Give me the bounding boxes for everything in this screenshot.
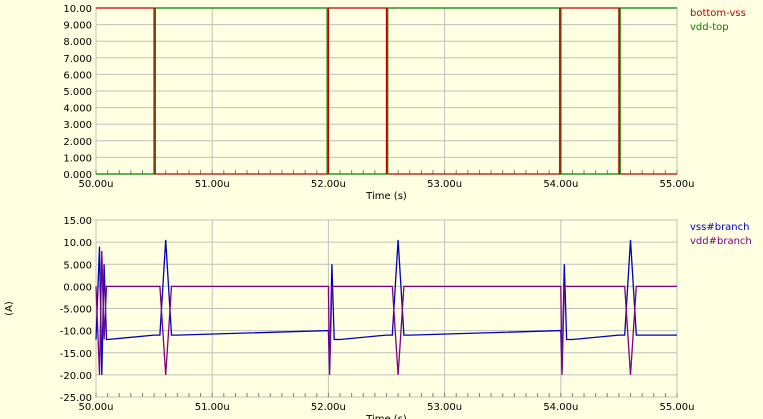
chart-panel-1: 0.000 1.000 2.000 3.000 4.000 5.000 6.000 7.000… xyxy=(63,4,746,202)
y-tick-label: 0.000 xyxy=(63,282,92,293)
x-tick-label: 51.00u xyxy=(195,179,230,190)
y-tick-label: 10.00 xyxy=(63,238,92,249)
y-tick-label: 6.000 xyxy=(63,70,92,81)
y-tick-label: -5.000 xyxy=(60,305,92,316)
y-tick-label: 0.000 xyxy=(63,170,92,181)
y-tick-label: -10.00 xyxy=(60,327,92,338)
x-tick-label: 52.00u xyxy=(311,179,346,190)
x-tick-label: 53.00u xyxy=(427,179,462,190)
x-axis-label: Time (s) xyxy=(365,191,407,202)
legend-entry: bottom-vss xyxy=(690,8,746,19)
x-tick-label: 50.00u xyxy=(79,179,114,190)
legend-entry: vss#branch xyxy=(690,222,749,233)
y-tick-label: 3.000 xyxy=(63,120,92,131)
y-tick-label: 15.00 xyxy=(63,216,92,227)
x-tick-label: 54.00u xyxy=(543,179,578,190)
y-tick-label: 5.000 xyxy=(63,260,92,271)
y-tick-label: 5.000 xyxy=(63,87,92,98)
y-tick-label: 10.00 xyxy=(63,4,92,15)
series-line-bottom-vss xyxy=(96,7,677,175)
y-tick-label: 2.000 xyxy=(63,137,92,148)
y-tick-label: 9.000 xyxy=(63,21,92,32)
y-axis-label: (A) xyxy=(4,301,15,316)
x-axis-label: Time (s) xyxy=(365,414,407,419)
x-tick-label: 55.00u xyxy=(660,179,695,190)
y-tick-label: -20.00 xyxy=(60,371,92,382)
y-tick-label: 1.000 xyxy=(63,153,92,164)
x-tick-label: 52.00u xyxy=(311,402,346,413)
legend-entry: vdd-top xyxy=(690,22,729,33)
series-line-vdd-top xyxy=(96,7,677,175)
x-tick-label: 54.00u xyxy=(543,402,578,413)
chart-panel-2: -25.00 -20.00 -15.00 -10.00 -5.000 0.000 5.000… xyxy=(4,216,752,419)
y-tick-label: 4.000 xyxy=(63,104,92,115)
y-tick-label: 8.000 xyxy=(63,37,92,48)
y-tick-label: -25.00 xyxy=(60,393,92,404)
x-tick-label: 53.00u xyxy=(427,402,462,413)
x-tick-label: 50.00u xyxy=(79,402,114,413)
series-line-vdd#branch xyxy=(95,250,677,375)
x-tick-label: 55.00u xyxy=(660,402,695,413)
series-line-vss#branch xyxy=(95,239,677,375)
legend-entry: vdd#branch xyxy=(690,236,752,247)
y-tick-label: -15.00 xyxy=(60,349,92,360)
x-tick-label: 51.00u xyxy=(195,402,230,413)
y-tick-label: 7.000 xyxy=(63,54,92,65)
